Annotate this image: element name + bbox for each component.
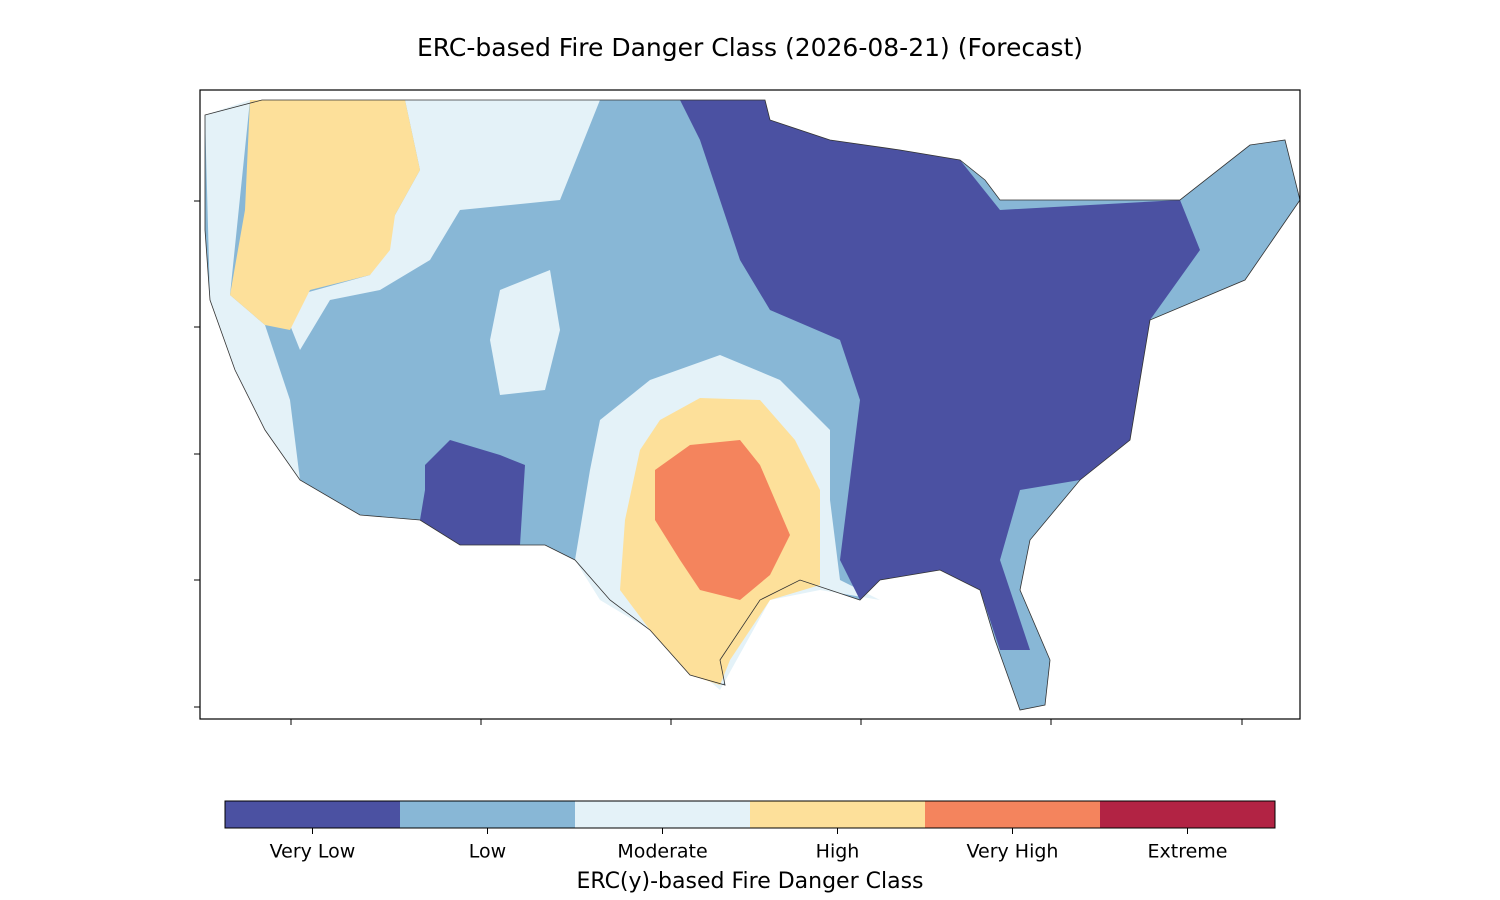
colorbar-tick-label: Low bbox=[469, 841, 506, 863]
map-frame bbox=[199, 89, 1301, 720]
colorbar-segment bbox=[400, 801, 575, 828]
colorbar-tick-label: Very Low bbox=[270, 841, 356, 863]
region-very-low bbox=[420, 440, 525, 545]
colorbar-tick-label: Extreme bbox=[1148, 841, 1228, 863]
colorbar-tick-label: High bbox=[816, 841, 860, 863]
colorbar-frame bbox=[224, 800, 1276, 829]
colorbar-segment bbox=[575, 801, 750, 828]
colorbar-tick-label: Very High bbox=[967, 841, 1059, 863]
colorbar-segment bbox=[225, 801, 400, 828]
region-moderate bbox=[280, 100, 600, 350]
region-moderate bbox=[205, 100, 300, 480]
region-moderate bbox=[490, 270, 560, 395]
axis-ticks bbox=[194, 200, 1243, 725]
map bbox=[204, 99, 1301, 711]
region-very-low bbox=[680, 100, 1200, 650]
colorbar: Very Low Low Moderate High Very High Extreme bbox=[224, 800, 1276, 863]
colorbar-segment bbox=[925, 801, 1100, 828]
region-high bbox=[230, 100, 420, 330]
colorbar-label: ERC(y)-based Fire Danger Class bbox=[576, 869, 923, 894]
colorbar-tick-label: Moderate bbox=[617, 841, 707, 863]
colorbar-segment bbox=[1100, 801, 1275, 828]
colorbar-segment bbox=[750, 801, 925, 828]
map-title: ERC-based Fire Danger Class (2026-08-21)… bbox=[417, 33, 1083, 62]
region-very-high bbox=[655, 440, 790, 600]
us-outline bbox=[204, 99, 1301, 711]
